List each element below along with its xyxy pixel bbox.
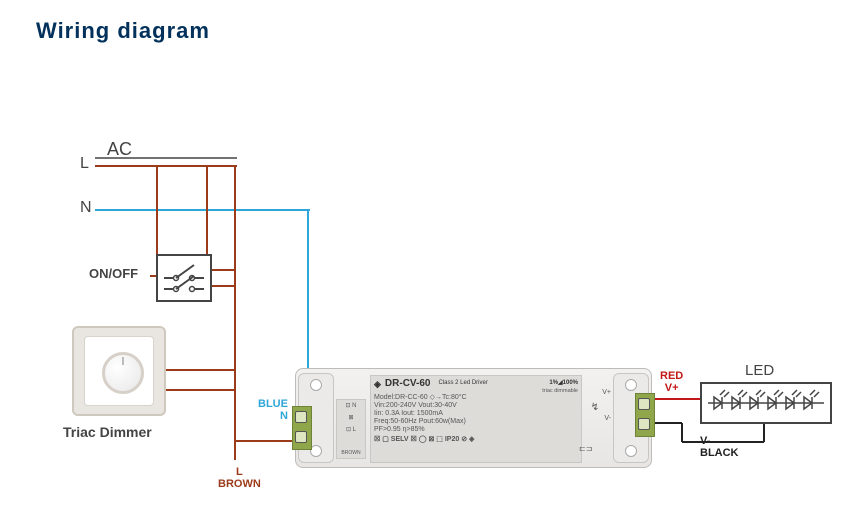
ac-label: AC (107, 139, 132, 160)
driver-subtitle: Class 2 Led Driver (439, 380, 488, 387)
led-load (700, 382, 832, 424)
driver-input-terminals (292, 406, 312, 450)
on-off-switch (156, 254, 212, 302)
red-text: RED (660, 371, 683, 383)
vminus-black-label: V- BLACK (700, 436, 739, 459)
driver-label-panel: ◈ DR-CV-60 Class 2 Led Driver 1%◢100% tr… (370, 375, 582, 463)
driver-spec-line-1: Vin:200-240V Vout:30-40V (374, 402, 578, 410)
led-driver: ⊡ N ⊠ ⊡ L BROWN ◈ DR-CV-60 Class 2 Led D… (295, 368, 652, 468)
blue-n-label: BLUE N (258, 398, 288, 422)
n-text: N (258, 410, 288, 422)
driver-cert-row: ☒ ▢ SELV ☒ ◯ ⊠ ⬚ IP20 ⊘ ◈ (374, 436, 578, 444)
driver-spec-line-3: Freq:50-60Hz Pout:60w(Max) (374, 418, 578, 426)
l-brown-label: L BROWN (218, 466, 261, 490)
l-text2: L (218, 466, 261, 478)
driver-spec-line-0: Model:DR-CC-60 ◇→Tc:80°C (374, 394, 578, 402)
triac-dimmer (72, 326, 166, 416)
red-vplus-label: RED V+ (660, 371, 683, 394)
led-label: LED (745, 362, 774, 379)
black-text: BLACK (700, 448, 739, 460)
page-title: Wiring diagram (36, 18, 210, 44)
driver-spec-line-2: Iin: 0.3A Iout: 1500mA (374, 410, 578, 418)
driver-spec-line-4: PF>0.95 η>85% (374, 426, 578, 434)
blue-text: BLUE (258, 398, 288, 410)
on-off-label: ON/OFF (89, 266, 138, 281)
driver-out-vplus-label: V+ (579, 389, 611, 396)
vminus-text: V- (700, 436, 739, 448)
driver-out-vminus-label: V- (579, 415, 611, 422)
driver-model: DR-CV-60 (385, 378, 431, 390)
n-label: N (80, 199, 92, 217)
brown-text: BROWN (218, 478, 261, 490)
triac-dimmer-label: Triac Dimmer (63, 424, 152, 440)
vplus-text: V+ (660, 383, 683, 395)
driver-output-terminals (635, 393, 655, 437)
l-label: L (80, 155, 89, 173)
